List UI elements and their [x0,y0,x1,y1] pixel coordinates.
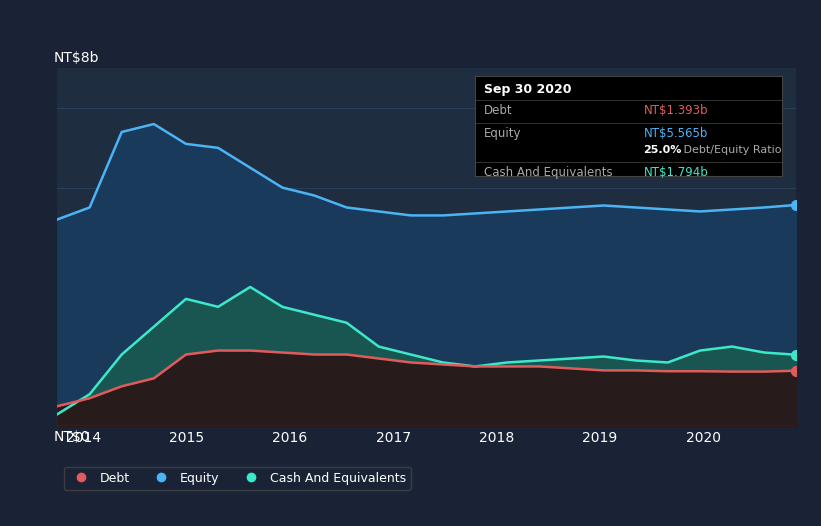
Text: NT$0: NT$0 [54,430,90,443]
Text: NT$8b: NT$8b [54,51,99,65]
Legend: Debt, Equity, Cash And Equivalents: Debt, Equity, Cash And Equivalents [64,467,410,490]
